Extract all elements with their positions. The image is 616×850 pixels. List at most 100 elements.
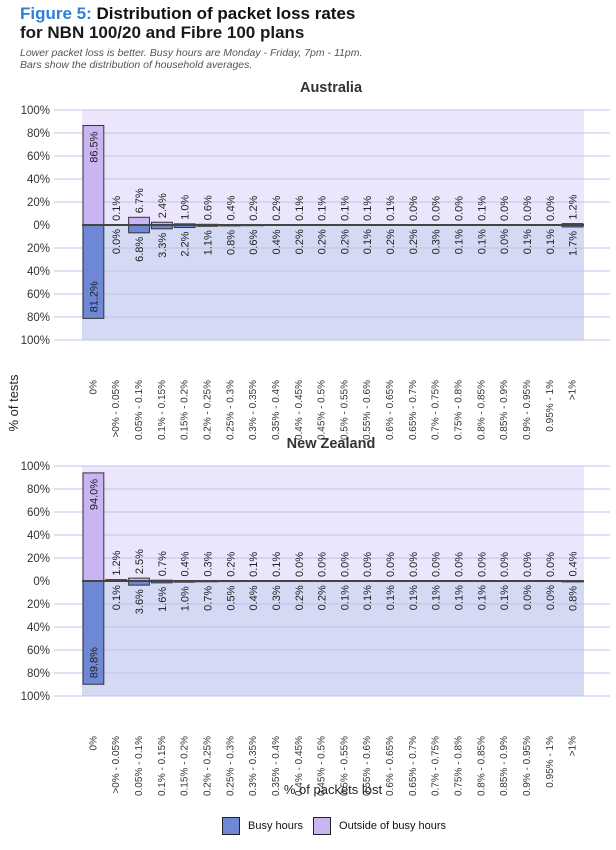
data-label-busy-hours: 0.2% <box>339 229 351 254</box>
data-label-outside-busy-hours: 0.4% <box>568 551 580 576</box>
data-label-outside-busy-hours: 0.3% <box>203 551 215 576</box>
data-label-busy-hours: 0.4% <box>248 585 260 610</box>
panel-title-australia: Australia <box>300 80 363 96</box>
data-label-busy-hours: 0.1% <box>522 229 534 254</box>
data-label-outside-busy-hours: 0.0% <box>522 552 534 577</box>
y-tick-label-australia: 20% <box>27 197 50 209</box>
data-label-outside-busy-hours: 0.6% <box>203 195 215 220</box>
y-tick-label-new-zealand: 40% <box>27 530 50 542</box>
data-label-busy-hours: 0.1% <box>545 229 557 254</box>
data-label-busy-hours: 6.8% <box>134 237 146 262</box>
data-label-outside-busy-hours: 0.1% <box>294 196 306 221</box>
data-label-outside-busy-hours: 1.0% <box>180 195 192 220</box>
x-category-label-new-zealand: 0.4% - 0.45% <box>294 736 305 796</box>
figure-label: Figure 5: <box>20 4 92 23</box>
x-category-label-new-zealand: 0.6% - 0.65% <box>385 736 396 796</box>
data-label-busy-hours: 2.2% <box>180 231 192 256</box>
x-category-label-new-zealand: 0.9% - 0.95% <box>522 736 533 796</box>
data-label-busy-hours: 0.1% <box>454 585 466 610</box>
x-category-label-australia: 0.8% - 0.85% <box>476 380 487 440</box>
y-tick-label-australia: 80% <box>27 128 50 140</box>
data-label-outside-busy-hours: 0.1% <box>339 196 351 221</box>
data-label-outside-busy-hours: 0.1% <box>362 196 374 221</box>
data-label-outside-busy-hours: 0.0% <box>317 552 329 577</box>
data-label-outside-busy-hours: 0.0% <box>499 196 511 221</box>
data-label-busy-hours: 81.2% <box>88 281 100 312</box>
x-category-label-australia: 0.3% - 0.35% <box>248 380 259 440</box>
data-label-outside-busy-hours: 94.0% <box>88 479 100 510</box>
y-axis-label: % of tests <box>6 374 21 432</box>
data-label-busy-hours: 0.2% <box>408 229 420 254</box>
data-label-busy-hours: 0.1% <box>339 585 351 610</box>
x-category-label-australia: 0.65% - 0.7% <box>408 380 419 440</box>
data-label-outside-busy-hours: 2.4% <box>157 193 169 218</box>
x-category-label-new-zealand: 0.25% - 0.3% <box>225 736 236 796</box>
y-tick-label-australia: 40% <box>27 266 50 278</box>
legend-label-outside: Outside of busy hours <box>339 820 447 832</box>
chart-legend: Busy hours Outside of busy hours <box>222 817 456 835</box>
y-tick-label-new-zealand: 20% <box>27 599 50 611</box>
data-label-busy-hours: 0.3% <box>271 585 283 610</box>
data-label-busy-hours: 0.0% <box>522 585 534 610</box>
x-category-label-australia: 0.75% - 0.8% <box>454 380 465 440</box>
y-tick-label-new-zealand: 60% <box>27 507 50 519</box>
data-label-busy-hours: 0.4% <box>271 229 283 254</box>
title-line-1: Distribution of packet loss rates <box>96 4 356 23</box>
data-label-outside-busy-hours: 0.0% <box>431 552 443 577</box>
plot-background-lower-new-zealand <box>82 581 584 696</box>
x-category-label-new-zealand: >0% - 0.05% <box>111 736 122 794</box>
data-label-busy-hours: 0.1% <box>362 229 374 254</box>
data-label-outside-busy-hours: 0.0% <box>362 552 374 577</box>
x-category-label-australia: 0.9% - 0.95% <box>522 380 533 440</box>
data-label-busy-hours: 0.5% <box>225 585 237 610</box>
data-label-busy-hours: 0.3% <box>431 229 443 254</box>
data-label-busy-hours: 0.7% <box>203 586 215 611</box>
data-label-busy-hours: 0.0% <box>545 585 557 610</box>
plot-background-lower-australia <box>82 225 584 340</box>
data-label-outside-busy-hours: 0.0% <box>385 552 397 577</box>
data-label-outside-busy-hours: 0.0% <box>454 552 466 577</box>
subtitle-line-2: Bars show the distribution of household … <box>20 59 253 71</box>
title-line-2: for NBN 100/20 and Fibre 100 plans <box>20 23 305 42</box>
y-tick-label-new-zealand: 100% <box>21 691 50 703</box>
bar-outside-busy-hours <box>128 216 150 226</box>
data-label-outside-busy-hours: 0.0% <box>431 196 443 221</box>
y-tick-label-new-zealand: 40% <box>27 622 50 634</box>
plot-background-upper-australia <box>82 110 584 225</box>
data-label-busy-hours: 0.1% <box>431 585 443 610</box>
data-label-busy-hours: 0.1% <box>111 585 123 610</box>
data-label-outside-busy-hours: 0.1% <box>111 196 123 221</box>
x-category-label-australia: 0.55% - 0.6% <box>362 380 373 440</box>
x-category-label-new-zealand: >1% <box>568 736 579 756</box>
data-label-busy-hours: 0.2% <box>317 585 329 610</box>
x-category-label-australia: 0.15% - 0.2% <box>180 380 191 440</box>
data-label-outside-busy-hours: 0.1% <box>385 196 397 221</box>
data-label-busy-hours: 0.1% <box>499 585 511 610</box>
data-label-outside-busy-hours: 6.7% <box>134 188 146 213</box>
x-category-label-australia: 0.45% - 0.5% <box>317 380 328 440</box>
x-category-label-new-zealand: 0.8% - 0.85% <box>476 736 487 796</box>
data-label-outside-busy-hours: 0.1% <box>271 552 283 577</box>
data-label-busy-hours: 1.7% <box>568 231 580 256</box>
x-axis-label: % of packets lost <box>284 782 383 797</box>
x-category-label-australia: 0.05% - 0.1% <box>134 380 145 440</box>
data-label-busy-hours: 0.6% <box>248 229 260 254</box>
data-label-outside-busy-hours: 1.2% <box>568 194 580 219</box>
data-label-busy-hours: 0.1% <box>476 229 488 254</box>
x-category-label-new-zealand: 0.55% - 0.6% <box>362 736 373 796</box>
y-tick-label-australia: 100% <box>21 105 50 117</box>
x-category-label-australia: 0.85% - 0.9% <box>499 380 510 440</box>
legend-label-busy: Busy hours <box>248 820 304 832</box>
data-label-busy-hours: 0.1% <box>408 585 420 610</box>
chart-header: Figure 5: Distribution of packet loss ra… <box>20 4 610 71</box>
data-label-busy-hours: 0.2% <box>385 229 397 254</box>
data-label-outside-busy-hours: 0.7% <box>157 551 169 576</box>
data-label-outside-busy-hours: 0.1% <box>317 196 329 221</box>
x-category-label-new-zealand: 0.3% - 0.35% <box>248 736 259 796</box>
y-tick-label-australia: 20% <box>27 243 50 255</box>
plot-background-upper-new-zealand <box>82 466 584 581</box>
x-category-label-new-zealand: 0.35% - 0.4% <box>271 736 282 796</box>
data-label-busy-hours: 0.2% <box>317 229 329 254</box>
y-tick-label-new-zealand: 80% <box>27 484 50 496</box>
